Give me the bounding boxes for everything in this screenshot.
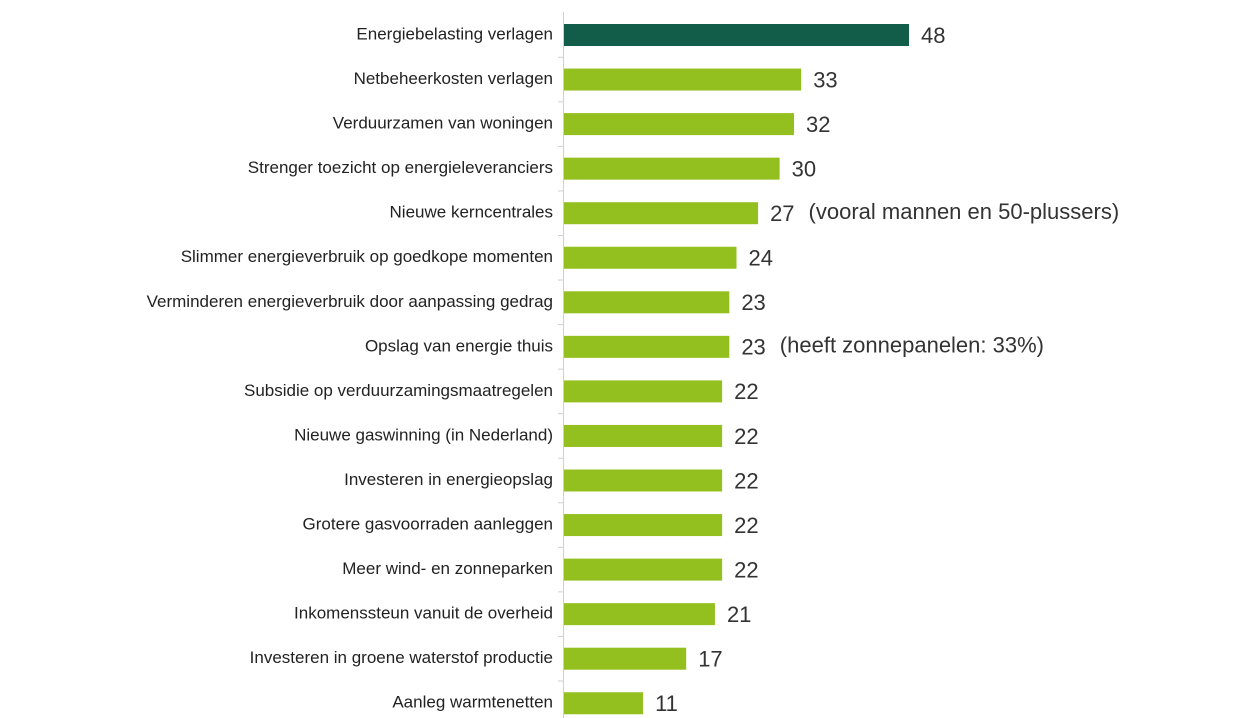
category-label: Subsidie op verduurzamingsmaatregelen: [244, 381, 553, 400]
category-label: Investeren in groene waterstof productie: [250, 648, 553, 667]
bar: [564, 24, 909, 46]
bar: [564, 291, 730, 314]
value-label: 22: [734, 424, 758, 449]
category-label: Inkomenssteun vanuit de overheid: [294, 604, 553, 623]
value-label: 23: [741, 290, 765, 315]
value-label: 11: [655, 691, 678, 716]
category-label: Nieuwe gaswinning (in Nederland): [294, 425, 553, 444]
annotation: (vooral mannen en 50-plussers): [809, 199, 1120, 224]
bar: [564, 424, 723, 447]
bar: [564, 692, 644, 715]
bar: [564, 469, 723, 492]
category-label: Meer wind- en zonneparken: [342, 559, 553, 578]
bar: [564, 157, 780, 180]
category-label: Grotere gasvoorraden aanleggen: [303, 515, 553, 534]
category-label: Aanleg warmtenetten: [392, 693, 553, 712]
category-label: Nieuwe kerncentrales: [390, 203, 553, 222]
value-label: 22: [734, 379, 758, 404]
value-label: 48: [921, 23, 945, 48]
category-label: Strenger toezicht op energieleveranciers: [248, 158, 553, 177]
value-label: 27: [770, 201, 794, 226]
category-label: Opslag van energie thuis: [365, 336, 553, 355]
bar: [564, 647, 687, 670]
bar: [564, 113, 794, 136]
value-label: 22: [734, 513, 758, 538]
value-label: 23: [741, 335, 765, 360]
value-label: 22: [734, 468, 758, 493]
bar: [564, 68, 802, 91]
category-label: Energiebelasting verlagen: [356, 24, 553, 43]
bar: [564, 202, 759, 225]
bar: [564, 246, 737, 269]
bar: [564, 558, 723, 581]
bar: [564, 335, 730, 358]
category-label: Netbeheerkosten verlagen: [354, 69, 553, 88]
category-label: Investeren in energieopslag: [344, 470, 553, 489]
value-label: 32: [806, 112, 830, 137]
annotation: (heeft zonnepanelen: 33%): [780, 333, 1044, 358]
value-label: 17: [698, 647, 722, 672]
category-label: Verduurzamen van woningen: [333, 114, 553, 133]
bar: [564, 603, 715, 626]
category-label: Verminderen energieverbruik door aanpass…: [147, 292, 553, 311]
category-label: Slimmer energieverbruik op goedkope mome…: [181, 247, 553, 266]
value-label: 33: [813, 67, 837, 92]
bar: [564, 514, 723, 537]
value-label: 21: [727, 602, 751, 627]
value-label: 30: [792, 156, 816, 181]
value-label: 22: [734, 557, 758, 582]
bar: [564, 380, 723, 403]
value-label: 24: [749, 246, 773, 271]
